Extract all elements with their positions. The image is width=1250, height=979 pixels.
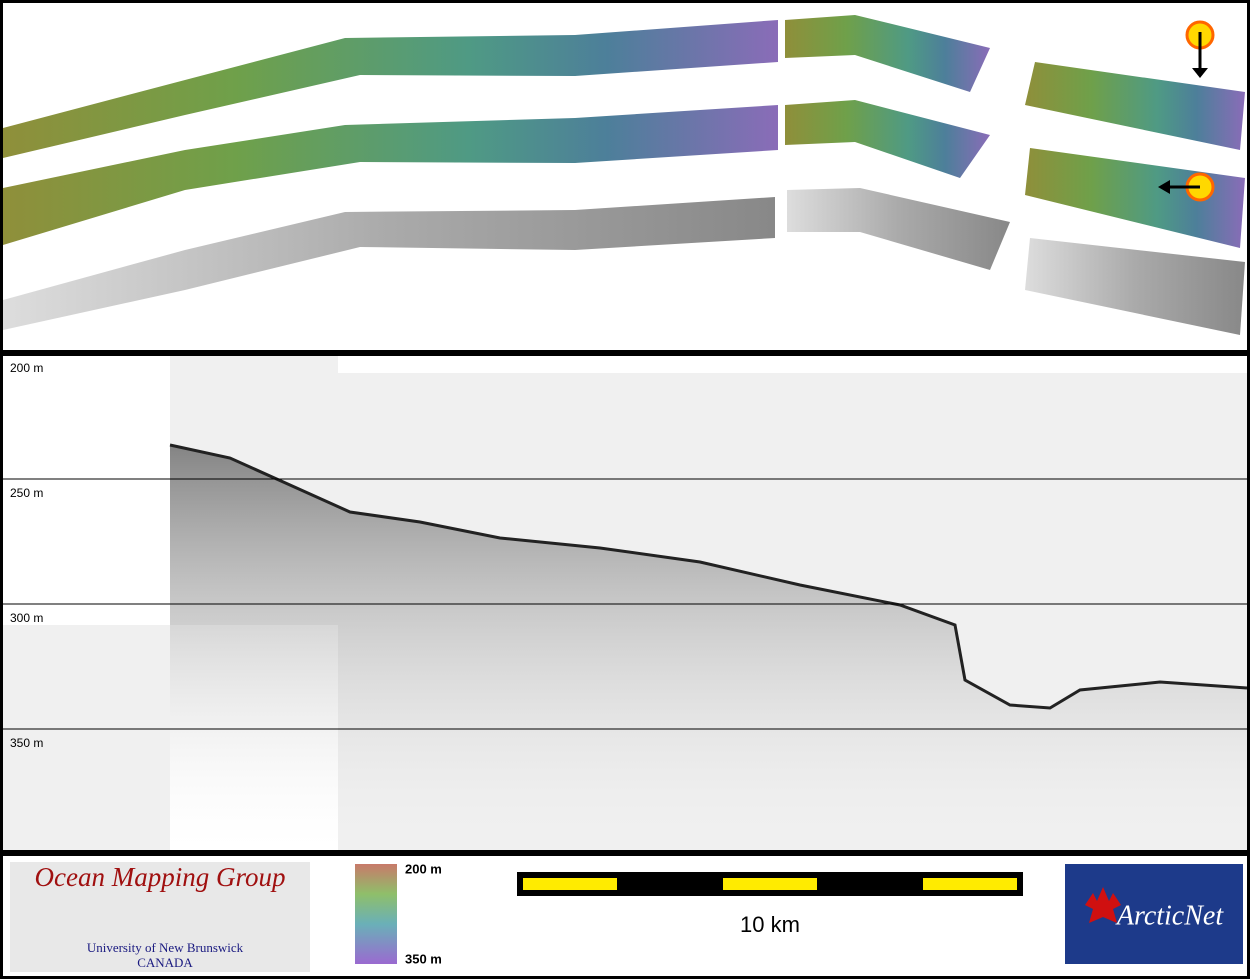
depth-lines: [3, 478, 1247, 730]
depth-label: 350 m: [10, 736, 43, 750]
partner-logo-text: ArcticNet: [1115, 900, 1224, 931]
blank: [338, 356, 1247, 373]
depth-label: 200 m: [10, 361, 43, 375]
depth-label: 300 m: [10, 611, 43, 625]
sidescan-swath: [3, 188, 1245, 335]
depth-label: 250 m: [10, 486, 43, 500]
blank: [3, 356, 170, 625]
maple-leaf: [1085, 887, 1121, 923]
sun-icon: [1158, 20, 1215, 202]
scale-bar-segments: [523, 878, 1017, 890]
scale-label: 10 km: [740, 912, 800, 937]
colorbar-label: 200 m: [405, 861, 442, 876]
colorbar: [355, 864, 397, 964]
logo-text: University of New Brunswick: [87, 940, 244, 955]
seafloor: [169, 443, 1248, 710]
bathymetry-swath: [3, 15, 1245, 248]
subbottom: [170, 445, 1247, 850]
logo-text: CANADA: [137, 955, 193, 970]
colorbar-label: 350 m: [405, 951, 442, 966]
logo-background: [10, 862, 310, 972]
logo-title: Ocean Mapping Group: [35, 862, 286, 892]
